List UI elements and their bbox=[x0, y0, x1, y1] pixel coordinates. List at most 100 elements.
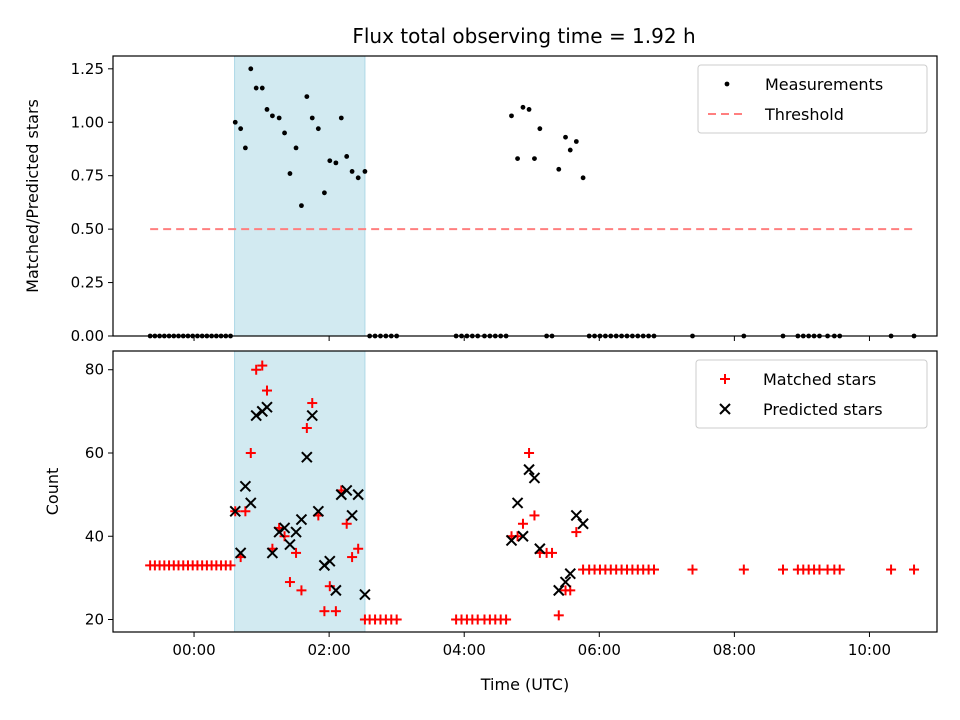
predicted-star-point bbox=[261, 401, 273, 413]
measurement-point bbox=[322, 190, 327, 196]
measurement-point bbox=[556, 166, 562, 172]
predicted-star-point bbox=[324, 555, 336, 567]
y-axis-label: Matched/Predicted stars bbox=[23, 99, 42, 293]
matched-star-point bbox=[240, 506, 251, 517]
predicted-star-point bbox=[346, 509, 358, 522]
matched-star-point bbox=[245, 447, 256, 458]
y-axis-label: Count bbox=[43, 468, 62, 516]
measurement-point bbox=[537, 126, 543, 132]
measurement-point bbox=[567, 147, 573, 153]
measurement-point bbox=[355, 175, 361, 181]
predicted-star-point bbox=[245, 497, 257, 509]
measurement-point bbox=[253, 85, 259, 91]
predicted-star-point bbox=[559, 576, 572, 588]
matched-star-point bbox=[341, 518, 352, 529]
matched-star-point bbox=[517, 518, 528, 529]
predicted-star-point bbox=[553, 584, 565, 597]
y-tick-label: 1.25 bbox=[71, 60, 104, 78]
predicted-star-point bbox=[511, 497, 524, 509]
matched-star-point bbox=[649, 564, 660, 575]
predicted-star-point bbox=[359, 588, 371, 601]
axes-frame bbox=[112, 350, 938, 633]
y-tick-label: 40 bbox=[85, 527, 104, 545]
legend-swatch bbox=[719, 403, 731, 415]
predicted-star-point bbox=[266, 547, 279, 559]
shaded-span bbox=[234, 55, 366, 337]
measurement-point bbox=[287, 171, 293, 176]
predicted-star-point bbox=[239, 480, 252, 493]
predicted-star-point bbox=[564, 568, 576, 580]
y-tick-label: 0.75 bbox=[71, 167, 104, 185]
matched-star-point bbox=[529, 510, 540, 521]
legend-swatch bbox=[724, 81, 730, 87]
axes-frame bbox=[112, 55, 938, 337]
legend-label: Measurements bbox=[765, 75, 883, 94]
matched-star-point bbox=[251, 364, 262, 375]
measurement-point bbox=[238, 126, 244, 132]
matched-star-point bbox=[324, 581, 335, 592]
measurement-point bbox=[248, 66, 254, 72]
predicted-star-point bbox=[517, 530, 529, 542]
legend-label: Threshold bbox=[764, 105, 844, 124]
measurement-point bbox=[259, 85, 265, 91]
matched-star-point bbox=[909, 564, 920, 575]
legend: Matched stars Predicted stars bbox=[695, 359, 928, 429]
x-tick-label: 08:00 bbox=[713, 641, 756, 659]
matched-star-point bbox=[291, 547, 302, 558]
measurement-point bbox=[344, 154, 350, 159]
predicted-star-point bbox=[295, 513, 308, 526]
matched-star-point bbox=[547, 547, 558, 558]
y-tick-label: 0.25 bbox=[71, 274, 104, 292]
y-tick-label: 20 bbox=[85, 611, 104, 629]
measurement-point bbox=[526, 107, 532, 112]
predicted-star-point bbox=[284, 538, 296, 551]
measurement-point bbox=[299, 203, 304, 209]
measurement-point bbox=[282, 130, 287, 136]
predicted-star-point bbox=[306, 409, 318, 422]
measurement-point bbox=[276, 115, 282, 121]
measurement-point bbox=[269, 113, 275, 119]
x-tick-label: 06:00 bbox=[578, 641, 621, 659]
measurement-point bbox=[293, 145, 299, 151]
chart-title: Flux total observing time = 1.92 h bbox=[352, 24, 695, 48]
predicted-star-point bbox=[301, 451, 313, 463]
x-tick-label: 10:00 bbox=[848, 641, 891, 659]
matched-star-point bbox=[296, 585, 307, 596]
matched-star-point bbox=[512, 531, 523, 542]
x-tick-label: 00:00 bbox=[172, 641, 215, 659]
matched-star-point bbox=[834, 564, 845, 575]
matched-star-point bbox=[301, 423, 312, 434]
matched-star-point bbox=[687, 564, 698, 575]
matched-star-point bbox=[886, 564, 897, 575]
legend-box bbox=[697, 64, 928, 134]
matched-star-point bbox=[330, 606, 341, 617]
matched-star-point bbox=[391, 614, 402, 625]
matched-star-point bbox=[571, 527, 582, 538]
y-tick-label: 1.00 bbox=[71, 113, 104, 131]
measurement-point bbox=[509, 113, 514, 119]
predicted-star-point bbox=[577, 518, 589, 530]
measurement-point bbox=[232, 119, 238, 125]
matched-star-point bbox=[524, 447, 535, 458]
legend: Measurements Threshold bbox=[697, 64, 928, 134]
matched-star-point bbox=[257, 360, 268, 371]
predicted-star-point bbox=[570, 509, 583, 522]
predicted-star-point bbox=[352, 488, 364, 501]
predicted-star-point bbox=[312, 505, 325, 517]
matched-star-point bbox=[738, 564, 749, 575]
predicted-star-point bbox=[340, 484, 353, 497]
predicted-star-point bbox=[523, 463, 535, 476]
x-tick-label: 02:00 bbox=[308, 641, 351, 659]
measurement-point bbox=[362, 169, 368, 174]
predicted-star-point bbox=[534, 543, 546, 555]
x-axis-label: Time (UTC) bbox=[480, 675, 569, 694]
y-tick-label: 0.00 bbox=[71, 327, 104, 345]
measurement-point bbox=[349, 169, 355, 174]
count-panel: 00:00 02:00 04:00 06:00 08:00 10:00 20 40 60 80 Co… bbox=[43, 350, 938, 694]
measurement-point bbox=[264, 107, 270, 112]
measurement-point bbox=[315, 126, 321, 132]
measurement-point bbox=[515, 156, 520, 161]
predicted-star-point bbox=[290, 526, 302, 538]
y-tick-label: 80 bbox=[85, 361, 104, 379]
